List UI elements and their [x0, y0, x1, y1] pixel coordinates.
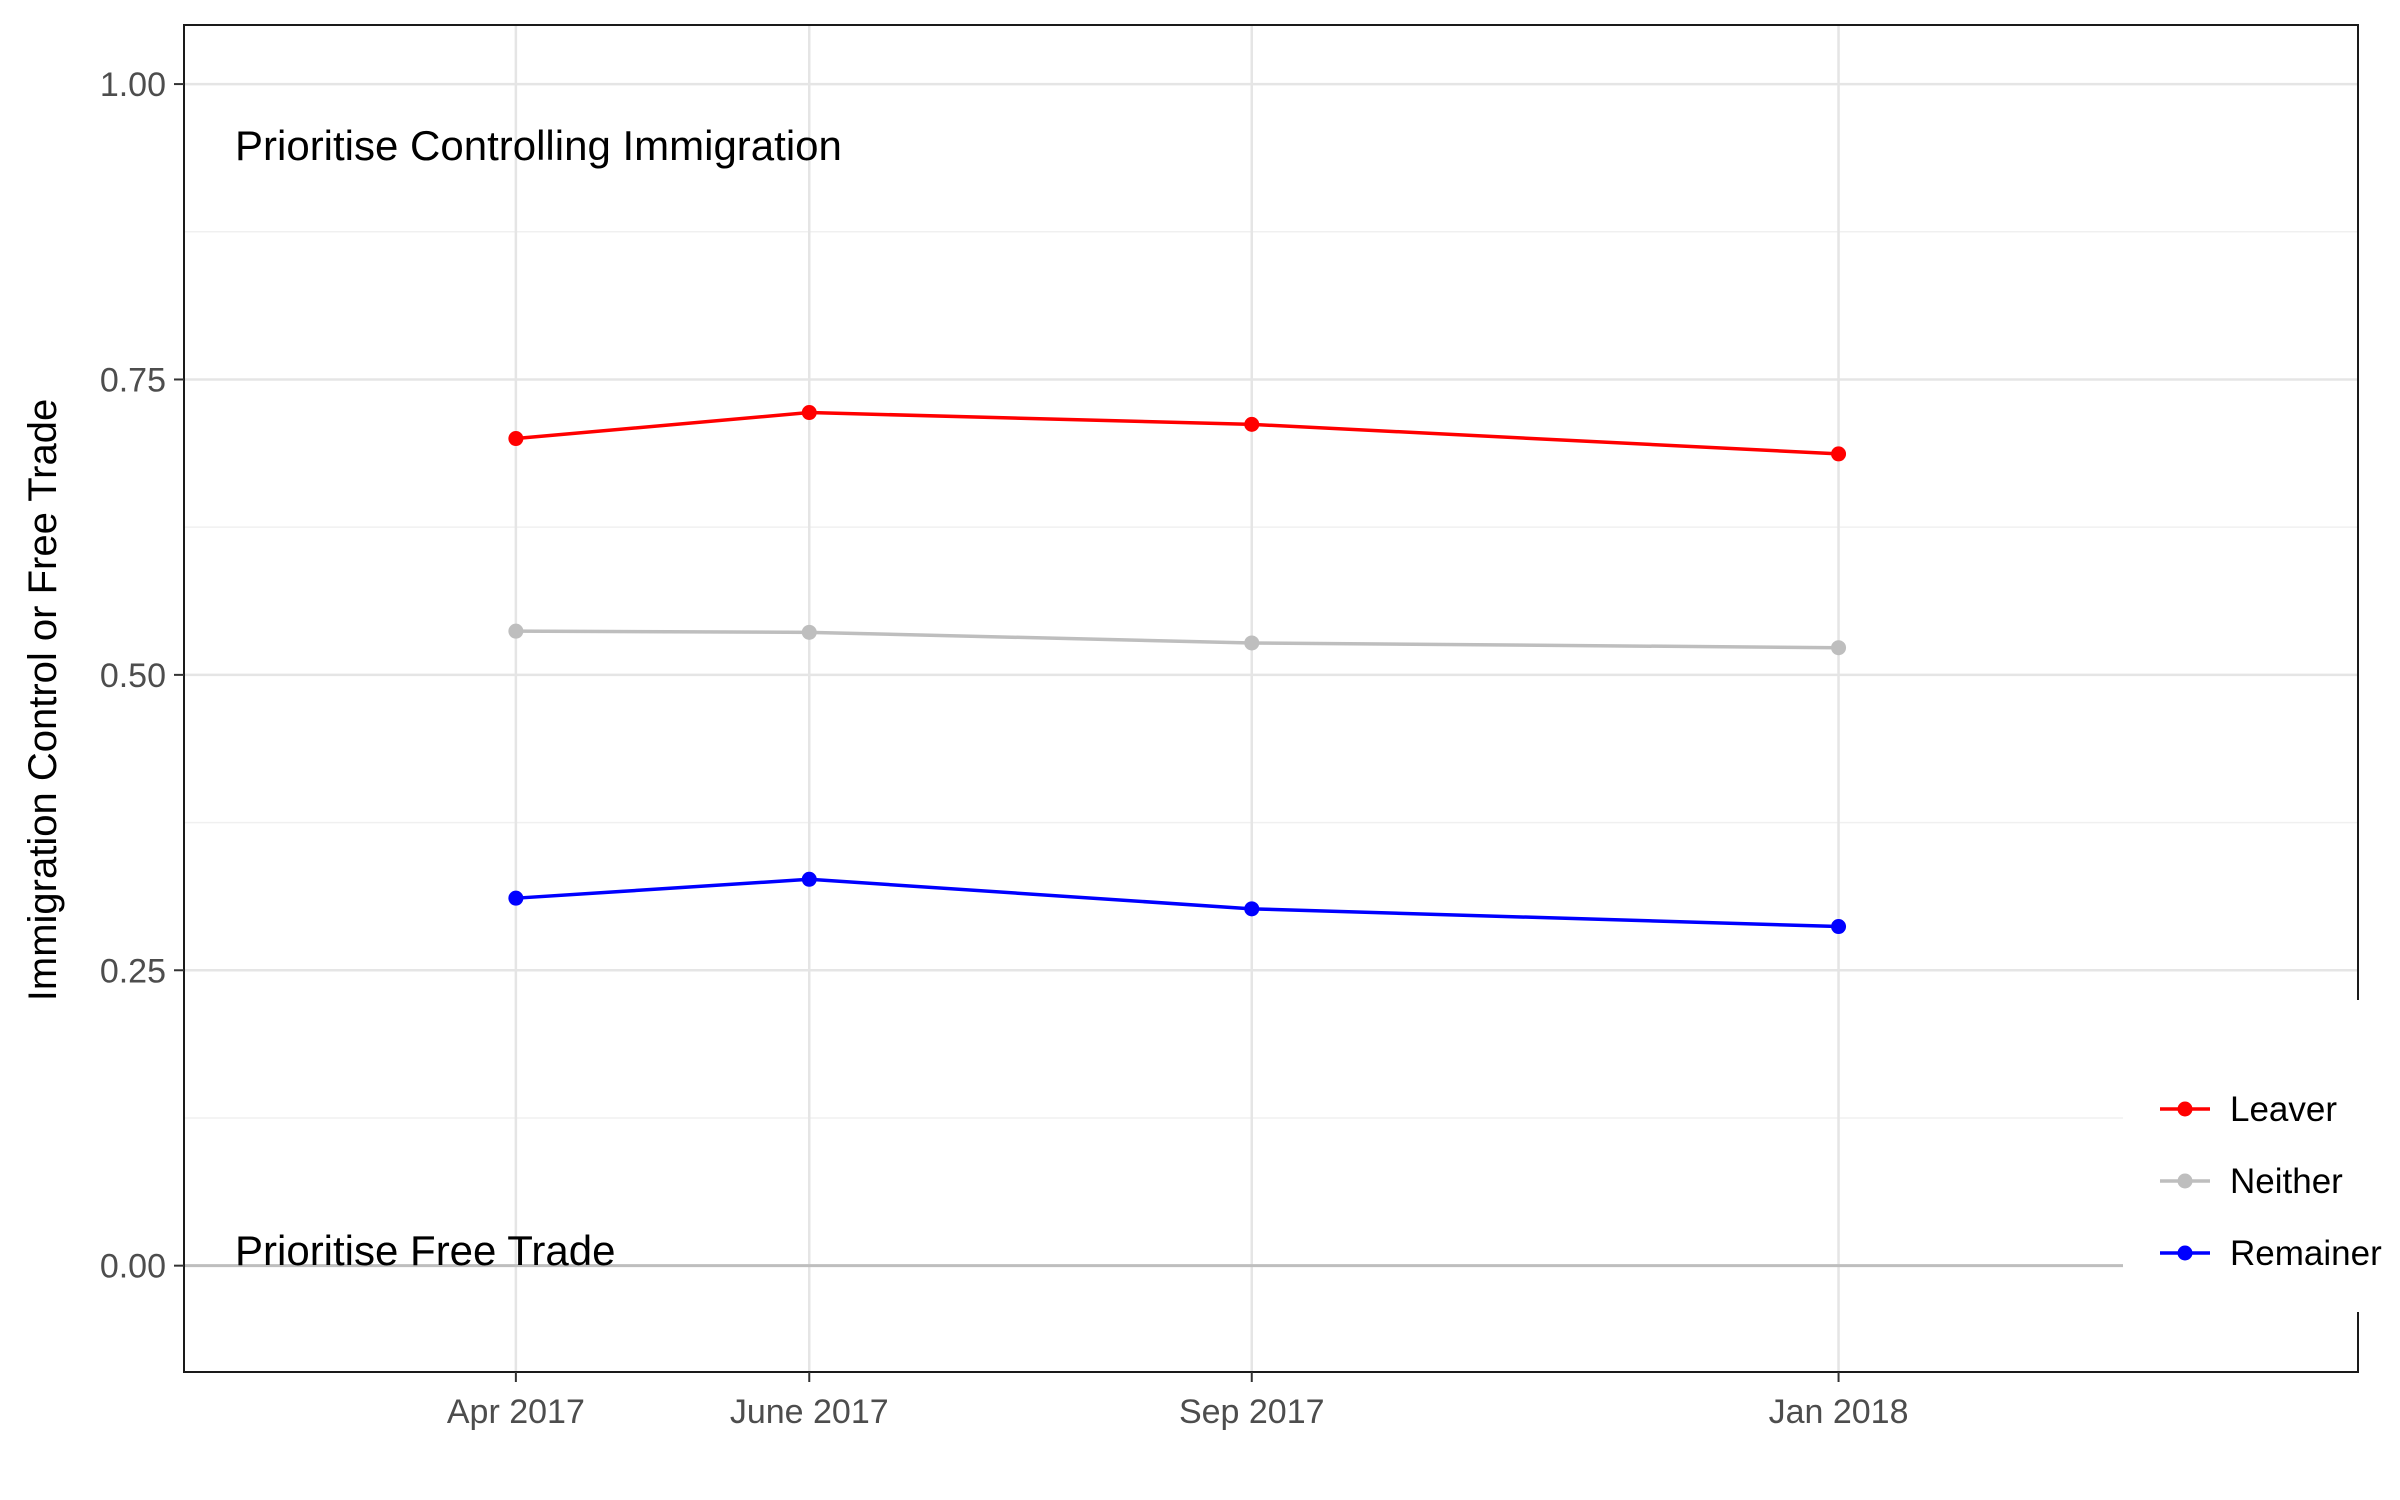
x-tick-label: Apr 2017	[447, 1393, 585, 1431]
legend-key-point-leaver	[2177, 1101, 2193, 1117]
data-point-neither	[801, 624, 817, 640]
series-line-leaver	[515, 410, 1839, 456]
y-tick-label: 0.75	[100, 361, 166, 399]
legend-label-leaver: Leaver	[2230, 1090, 2337, 1129]
y-tick-label: 1.00	[100, 66, 166, 104]
series-line-neither	[515, 629, 1839, 650]
data-point-neither	[1244, 635, 1260, 651]
legend-label-remainer: Remainer	[2230, 1234, 2382, 1273]
data-point-remainer	[1831, 919, 1847, 935]
plot-panel-border	[183, 24, 2359, 1373]
y-tick-label: 0.50	[100, 657, 166, 695]
legend: Leaver Neither Remainer	[2123, 1000, 2400, 1312]
data-point-remainer	[801, 871, 817, 887]
data-point-leaver	[1244, 416, 1260, 432]
data-point-neither	[508, 623, 524, 639]
data-point-leaver	[1831, 446, 1847, 462]
legend-background	[2123, 1000, 2400, 1312]
grid	[184, 25, 2358, 1372]
x-tick-label: Sep 2017	[1179, 1393, 1325, 1431]
x-tick-label: Jan 2018	[1769, 1393, 1909, 1431]
y-axis-title: Immigration Control or Free Trade	[21, 399, 65, 1001]
x-tick-label: June 2017	[730, 1393, 889, 1431]
axis-ticks: 0.00 0.25 0.50 0.75 1.00 Apr 2017 June 2017 Sep…	[100, 66, 1909, 1431]
legend-key-point-remainer	[2177, 1245, 2193, 1261]
annotation-bottom: Prioritise Free Trade	[235, 1227, 615, 1274]
series-line-remainer	[515, 877, 1839, 929]
data-point-leaver	[801, 405, 817, 421]
data-point-remainer	[1244, 901, 1260, 917]
data-point-neither	[1831, 640, 1847, 656]
legend-key-point-neither	[2177, 1173, 2193, 1189]
y-tick-label: 0.25	[100, 952, 166, 990]
y-tick-label: 0.00	[100, 1248, 166, 1286]
data-point-leaver	[508, 431, 524, 447]
annotation-top: Prioritise Controlling Immigration	[235, 122, 842, 169]
series-layer	[508, 405, 1847, 935]
legend-label-neither: Neither	[2230, 1162, 2343, 1201]
data-point-remainer	[508, 890, 524, 906]
